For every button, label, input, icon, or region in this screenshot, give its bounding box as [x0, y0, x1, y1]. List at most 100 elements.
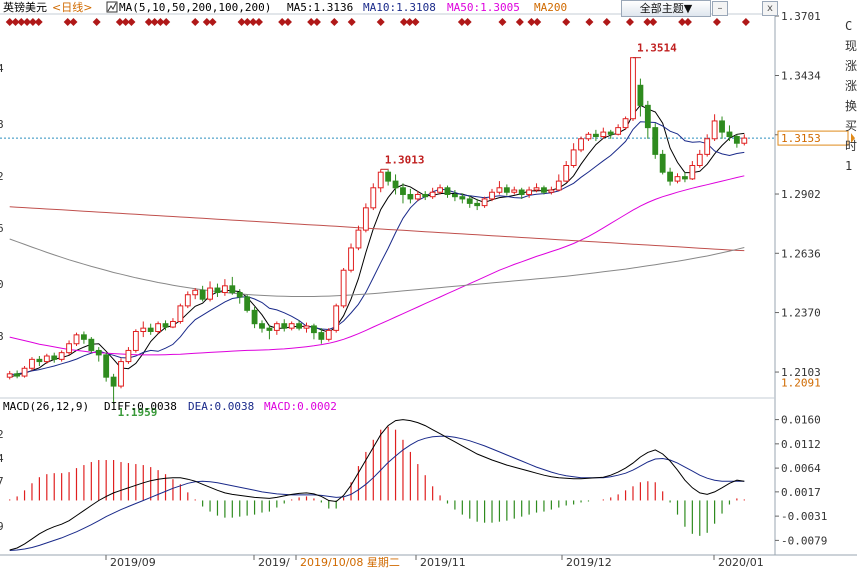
candle-body[interactable] [110, 376, 117, 387]
event-marker-icon[interactable] [649, 18, 658, 26]
candle-body[interactable] [400, 187, 406, 195]
candle-body[interactable] [511, 189, 518, 193]
candle-body[interactable] [14, 373, 21, 377]
candle-body[interactable] [362, 207, 369, 231]
candle-body[interactable] [266, 327, 273, 331]
candle-body[interactable] [318, 332, 325, 340]
candle-body[interactable] [741, 137, 748, 144]
candle-body[interactable] [496, 187, 503, 193]
candle-body[interactable] [704, 138, 711, 155]
event-marker-icon[interactable] [585, 18, 594, 26]
candle-body[interactable] [192, 289, 199, 296]
event-marker-icon[interactable] [643, 18, 652, 26]
candle-body[interactable] [162, 323, 169, 328]
event-marker-icon[interactable] [678, 18, 687, 26]
event-marker-icon[interactable] [11, 18, 20, 26]
event-marker-icon[interactable] [376, 18, 385, 26]
event-marker-icon[interactable] [17, 18, 26, 26]
candle-body[interactable] [548, 189, 555, 193]
event-marker-icon[interactable] [515, 18, 524, 26]
candle-body[interactable] [407, 193, 414, 200]
event-marker-icon[interactable] [254, 18, 263, 26]
event-marker-icon[interactable] [249, 18, 258, 26]
candle-body[interactable] [518, 189, 525, 195]
event-marker-icon[interactable] [283, 18, 292, 26]
event-marker-icon[interactable] [562, 18, 571, 26]
event-marker-icon[interactable] [202, 18, 211, 26]
candle-body[interactable] [414, 193, 421, 200]
candle-body[interactable] [103, 354, 110, 378]
candle-body[interactable] [637, 84, 644, 106]
event-marker-icon[interactable] [69, 18, 78, 26]
candle-body[interactable] [429, 191, 436, 198]
candle-body[interactable] [459, 196, 466, 200]
candle-body[interactable] [392, 180, 399, 189]
candle-body[interactable] [437, 187, 443, 193]
candle-body[interactable] [214, 287, 221, 294]
candle-body[interactable] [377, 171, 384, 189]
event-marker-icon[interactable] [23, 18, 32, 26]
event-marker-icon[interactable] [399, 18, 408, 26]
event-marker-icon[interactable] [115, 18, 124, 26]
candle-body[interactable] [251, 309, 258, 325]
candle-body[interactable] [615, 127, 622, 135]
candle-body[interactable] [58, 352, 65, 360]
candle-body[interactable] [622, 118, 629, 129]
event-marker-icon[interactable] [243, 18, 252, 26]
event-marker-icon[interactable] [683, 18, 692, 26]
event-marker-icon[interactable] [330, 18, 339, 26]
candle-body[interactable] [303, 325, 310, 329]
candle-body[interactable] [325, 329, 332, 340]
candle-body[interactable] [207, 287, 213, 300]
candle-body[interactable] [66, 343, 72, 354]
candle-body[interactable] [644, 104, 651, 129]
candle-body[interactable] [273, 323, 280, 331]
candle-body[interactable] [711, 120, 718, 140]
candle-body[interactable] [503, 187, 510, 193]
event-marker-icon[interactable] [150, 18, 159, 26]
candle-body[interactable] [132, 330, 139, 351]
event-marker-icon[interactable] [92, 18, 101, 26]
candle-body[interactable] [340, 269, 347, 307]
theme-dropdown-button[interactable]: 全部主题▼ [621, 0, 711, 17]
event-marker-icon[interactable] [405, 18, 414, 26]
event-marker-icon[interactable] [312, 18, 321, 26]
candle-body[interactable] [585, 133, 592, 140]
candle-body[interactable] [311, 325, 317, 334]
event-marker-icon[interactable] [307, 18, 316, 26]
candle-body[interactable] [348, 247, 354, 271]
candle-body[interactable] [385, 171, 392, 182]
candle-body[interactable] [21, 367, 28, 377]
candle-body[interactable] [570, 149, 577, 167]
candle-body[interactable] [281, 323, 288, 329]
candle-body[interactable] [555, 180, 562, 191]
event-marker-icon[interactable] [63, 18, 72, 26]
candle-body[interactable] [147, 327, 154, 332]
candle-body[interactable] [719, 120, 725, 133]
candle-body[interactable] [170, 320, 176, 328]
candle-body[interactable] [177, 305, 184, 322]
candle-body[interactable] [451, 193, 458, 198]
candle-body[interactable] [667, 171, 674, 182]
event-marker-icon[interactable] [191, 18, 200, 26]
candle-body[interactable] [674, 176, 681, 182]
candle-body[interactable] [140, 327, 147, 332]
candle-body[interactable] [466, 198, 473, 204]
event-marker-icon[interactable] [237, 18, 246, 26]
event-marker-icon[interactable] [411, 18, 420, 26]
candle-body[interactable] [118, 361, 124, 387]
candle-body[interactable] [29, 358, 35, 369]
candle-body[interactable] [659, 153, 666, 173]
candle-body[interactable] [125, 349, 132, 363]
candle-body[interactable] [51, 355, 58, 360]
candle-body[interactable] [696, 153, 703, 167]
candle-body[interactable] [592, 133, 599, 138]
candle-body[interactable] [444, 187, 451, 195]
candle-body[interactable] [689, 165, 696, 180]
candle-body[interactable] [481, 198, 488, 207]
candle-body[interactable] [236, 292, 243, 298]
candle-body[interactable] [296, 323, 303, 329]
event-marker-icon[interactable] [625, 18, 634, 26]
candle-body[interactable] [541, 187, 547, 193]
